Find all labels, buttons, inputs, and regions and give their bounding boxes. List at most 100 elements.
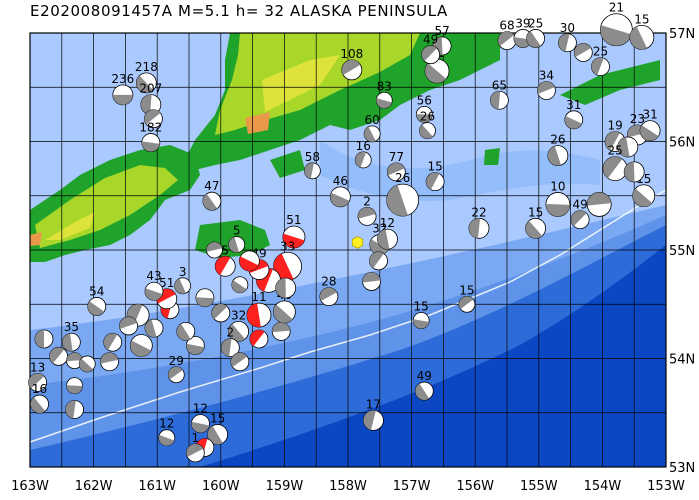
focal-mechanism: 13 bbox=[28, 360, 48, 392]
latitude-label: 54N bbox=[669, 353, 695, 368]
beachball-quadrant bbox=[558, 33, 570, 52]
focal-mechanism bbox=[100, 352, 119, 372]
beachball-quadrant bbox=[377, 229, 390, 250]
depth-label: 33 bbox=[280, 239, 295, 253]
beachball-quadrant bbox=[376, 98, 392, 109]
beachball-quadrant bbox=[415, 383, 430, 401]
focal-mechanism: 26 bbox=[386, 171, 420, 217]
beachball-quadrant bbox=[207, 425, 223, 445]
focal-mechanism bbox=[369, 251, 388, 271]
focal-mechanism: 16 bbox=[30, 382, 49, 414]
longitude-label: 163W bbox=[11, 479, 49, 494]
beachball-quadrant bbox=[304, 162, 315, 179]
depth-label: 207 bbox=[139, 82, 162, 96]
depth-label: 5 bbox=[221, 243, 229, 257]
beachball-quadrant bbox=[364, 126, 376, 142]
depth-label: 218 bbox=[135, 60, 158, 74]
beachball-quadrant bbox=[176, 323, 191, 341]
depth-label: 49 bbox=[417, 369, 432, 383]
beachball-quadrant bbox=[28, 373, 45, 389]
beachball-quadrant bbox=[30, 397, 46, 414]
beachball-quadrant bbox=[574, 43, 592, 58]
focal-mechanism: 25 bbox=[591, 45, 610, 77]
focal-mechanism: 11 bbox=[246, 290, 272, 328]
beachball-quadrant bbox=[469, 218, 481, 239]
depth-label: 32 bbox=[231, 308, 246, 322]
beachball-quadrant bbox=[369, 251, 384, 269]
depth-label: 19 bbox=[607, 119, 622, 133]
map-title: E202008091457A M=5.1 h= 32 ALASKA PENINS… bbox=[30, 2, 448, 20]
beachball-quadrant bbox=[416, 114, 433, 123]
focal-mechanism: 34 bbox=[537, 69, 556, 100]
beachball-quadrant bbox=[221, 338, 232, 357]
focal-mechanism: 15 bbox=[458, 283, 476, 313]
depth-label: 13 bbox=[30, 360, 45, 374]
depth-label: 56 bbox=[417, 93, 432, 107]
beachball-quadrant bbox=[119, 316, 138, 330]
focal-mechanism: 12 bbox=[377, 216, 398, 250]
beachball-quadrant bbox=[186, 343, 205, 355]
focal-mechanism bbox=[623, 161, 645, 183]
depth-label: 49 bbox=[423, 33, 438, 47]
focal-mechanism bbox=[239, 250, 260, 272]
focal-mechanism bbox=[129, 334, 153, 357]
epicenter-marker bbox=[351, 235, 364, 249]
trench-line bbox=[29, 189, 667, 443]
beachball-quadrant bbox=[591, 57, 604, 76]
depth-label: 16 bbox=[32, 382, 47, 396]
focal-mechanism: 182 bbox=[139, 121, 162, 152]
focal-mechanism: 236 bbox=[111, 72, 134, 106]
focal-mechanism: 46 bbox=[329, 174, 351, 208]
focal-mechanism: 51 bbox=[282, 213, 306, 249]
focal-mechanism bbox=[231, 276, 249, 294]
beachball-quadrant bbox=[130, 340, 152, 357]
depth-label: 5 bbox=[233, 224, 241, 238]
depth-label: 182 bbox=[139, 121, 162, 135]
beachball-quadrant bbox=[319, 287, 337, 302]
beachball-quadrant bbox=[600, 25, 632, 46]
beachball-quadrant bbox=[65, 400, 76, 419]
beachball-quadrant bbox=[587, 192, 612, 206]
depth-label: 26 bbox=[550, 133, 565, 147]
beachball-quadrant bbox=[362, 272, 381, 283]
tick-labels: 163W 162W 161W 160W 159W 158W 157W 156W 155W 154W… bbox=[11, 27, 695, 494]
focal-mechanism: 35 bbox=[61, 320, 81, 352]
depth-label: 83 bbox=[377, 79, 392, 93]
beachball-quadrant bbox=[458, 296, 474, 310]
beachball-quadrant bbox=[168, 366, 183, 380]
beachball-quadrant bbox=[136, 75, 154, 93]
beachball-quadrant bbox=[545, 204, 570, 217]
depth-label: 39 bbox=[515, 16, 530, 30]
beachball-quadrant bbox=[272, 322, 291, 333]
focal-mechanism: 2 bbox=[357, 194, 377, 226]
beachball-quadrant bbox=[421, 45, 437, 62]
focal-mechanism bbox=[206, 241, 223, 259]
depth-label: 57 bbox=[434, 24, 449, 38]
latitude-label: 55N bbox=[669, 244, 695, 259]
focal-mechanism: 3 bbox=[174, 265, 192, 295]
beachball-quadrant bbox=[640, 125, 659, 141]
depth-label: 31 bbox=[642, 108, 657, 122]
depth-label: 21 bbox=[609, 1, 624, 15]
longitude-label: 156W bbox=[456, 479, 494, 494]
beachball-quadrant bbox=[228, 323, 246, 342]
focal-mechanism: 25 bbox=[526, 16, 546, 48]
focal-mechanism: 47 bbox=[202, 179, 222, 211]
depth-label: 26 bbox=[395, 171, 410, 185]
beachball-quadrant bbox=[363, 410, 376, 431]
beachball-quadrant bbox=[34, 329, 44, 348]
depth-label: 25 bbox=[593, 45, 608, 59]
beachball-quadrant bbox=[112, 94, 133, 105]
focal-mechanism bbox=[176, 321, 196, 341]
focal-mechanism bbox=[275, 277, 297, 299]
beachball-quadrant bbox=[195, 297, 214, 307]
depth-label: 54 bbox=[89, 284, 104, 298]
beachball-quadrant bbox=[141, 141, 160, 152]
focal-mechanism bbox=[119, 316, 138, 336]
focal-mechanism bbox=[103, 332, 123, 352]
beachball-quadrant bbox=[145, 288, 163, 301]
focal-mechanism: 32 bbox=[228, 308, 250, 342]
depth-label: 31 bbox=[566, 98, 581, 112]
focal-mechanism bbox=[66, 352, 83, 370]
focal-mechanism bbox=[195, 288, 215, 308]
